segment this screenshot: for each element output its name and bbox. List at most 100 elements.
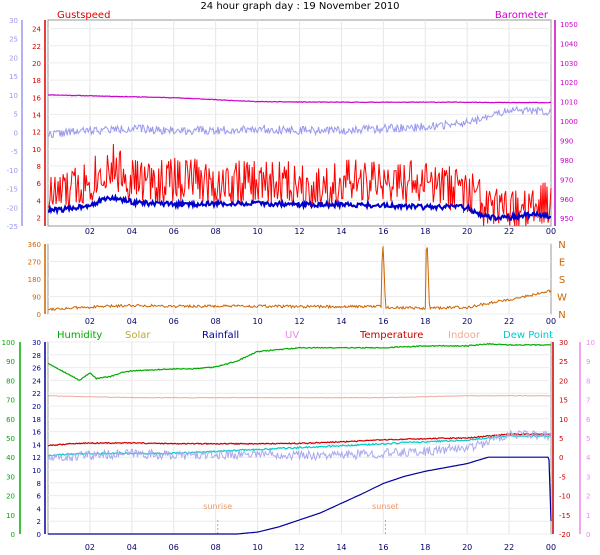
x-tick-label: 12 (294, 227, 304, 236)
y-tick-label: 6 (37, 493, 42, 501)
x-tick-label: 00 (546, 543, 556, 552)
y-tick-label: 970 (560, 176, 573, 184)
x-tick-label: 02 (85, 227, 95, 236)
y-tick-label: 1030 (560, 60, 578, 68)
y-tick-label: 12 (32, 454, 41, 462)
barometer-line (48, 94, 552, 104)
y-tick-label: -5 (559, 473, 566, 481)
y-tick-label: 5 (14, 111, 18, 119)
y-tick-label: 10 (6, 512, 15, 520)
x-tick-label: 20 (462, 227, 472, 236)
x-tick-label: 06 (169, 317, 179, 326)
y-tick-label: 40 (6, 454, 15, 462)
y-tick-label: 0 (559, 454, 563, 462)
y-tick-label: 14 (32, 111, 41, 119)
x-tick-label: 06 (169, 227, 179, 236)
y-tick-label: 10 (9, 92, 18, 100)
y-tick-label: 70 (6, 397, 15, 405)
y-tick-label: 10 (32, 467, 41, 475)
gustspeed-line (47, 143, 552, 227)
x-tick-label: 12 (294, 543, 304, 552)
legend-rainfall: Rainfall (202, 330, 239, 341)
y-tick-label: 12 (32, 129, 41, 137)
y-tick-label: 0 (586, 531, 590, 539)
legend-solar: Solar (125, 330, 151, 341)
x-tick-label: 14 (336, 543, 346, 552)
y-tick-label: 90 (6, 358, 15, 366)
y-tick-label: 22 (32, 390, 41, 398)
legend-indoor: Indoor (448, 330, 481, 341)
y-tick-label: 1010 (560, 99, 578, 107)
x-tick-label: 18 (420, 227, 430, 236)
y-tick-label: 28 (32, 352, 41, 360)
y-tick-label: 0 (11, 531, 15, 539)
y-tick-label: 950 (560, 215, 573, 223)
legend-dew-point: Dew Point (503, 330, 553, 341)
y-tick-label: 1040 (560, 40, 578, 48)
temperature-line (47, 432, 552, 447)
y-tick-label: 3 (586, 473, 590, 481)
x-tick-label: 20 (462, 317, 472, 326)
y-tick-label: 30 (32, 339, 41, 347)
x-tick-label: 10 (252, 317, 262, 326)
x-tick-label: 02 (85, 543, 95, 552)
y-tick-label: 30 (6, 473, 15, 481)
x-tick-label: 10 (252, 543, 262, 552)
y-tick-label: 990 (560, 137, 573, 145)
y-tick-label: 1000 (560, 118, 578, 126)
legend-barometer: Barometer (495, 10, 549, 21)
legend-gustspeed: Gustspeed (57, 10, 110, 21)
y-tick-label: 2 (586, 493, 590, 501)
compass-label: N (558, 240, 565, 251)
y-tick-label: 4 (37, 197, 42, 205)
legend-humidity: Humidity (57, 330, 102, 341)
x-tick-label: 08 (211, 227, 221, 236)
x-tick-label: 02 (85, 317, 95, 326)
compass-label: E (559, 258, 565, 269)
compass-label: W (557, 293, 567, 304)
y-tick-label: 1020 (560, 79, 578, 87)
y-tick-label: 100 (2, 339, 15, 347)
x-tick-label: 22 (504, 317, 514, 326)
sunrise-label: sunrise (203, 502, 232, 511)
y-tick-label: 60 (6, 416, 15, 424)
y-tick-label: 20 (32, 60, 41, 68)
y-tick-label: 4 (37, 505, 42, 513)
y-tick-label: 360 (28, 241, 41, 249)
x-tick-label: 14 (336, 317, 346, 326)
uv-line (47, 429, 552, 462)
y-tick-label: 25 (559, 358, 568, 366)
y-tick-label: 2 (37, 214, 41, 222)
y-tick-label: -15 (7, 186, 18, 194)
x-tick-label: 04 (127, 227, 137, 236)
y-tick-label: 16 (32, 94, 41, 102)
y-tick-label: 80 (6, 377, 15, 385)
y-tick-label: 20 (6, 493, 15, 501)
y-tick-label: 980 (560, 157, 573, 165)
x-tick-label: 00 (546, 227, 556, 236)
wind-ticks: 0 90 180 270 360 (28, 241, 41, 319)
y-tick-label: 20 (32, 403, 41, 411)
y-tick-label: 1 (586, 512, 590, 520)
y-tick-label: 15 (559, 397, 568, 405)
y-tick-label: 24 (32, 26, 41, 34)
x-tick-label: 14 (336, 227, 346, 236)
y-tick-label: 0 (37, 531, 41, 539)
panel-wind-xticks: 02 04 06 08 10 12 14 16 18 20 22 00 (85, 317, 556, 326)
y-tick-label: 2 (37, 518, 41, 526)
panel-wind-hgrid (48, 243, 551, 315)
y-tick-label: 0 (37, 311, 41, 319)
x-tick-label: 20 (462, 543, 472, 552)
panel-multi-xticks: 02 04 06 08 10 12 14 16 18 20 22 00 (85, 543, 556, 552)
y-tick-label: 1050 (560, 21, 578, 29)
y-tick-label: -20 (7, 204, 18, 212)
x-tick-label: 06 (169, 543, 179, 552)
x-tick-label: 18 (420, 543, 430, 552)
y-tick-label: 18 (32, 416, 41, 424)
y-tick-label: 180 (28, 276, 41, 284)
uv-ticks: 0 1 2 3 4 5 6 7 8 9 10 (586, 339, 595, 539)
y-tick-label: 7 (586, 397, 590, 405)
